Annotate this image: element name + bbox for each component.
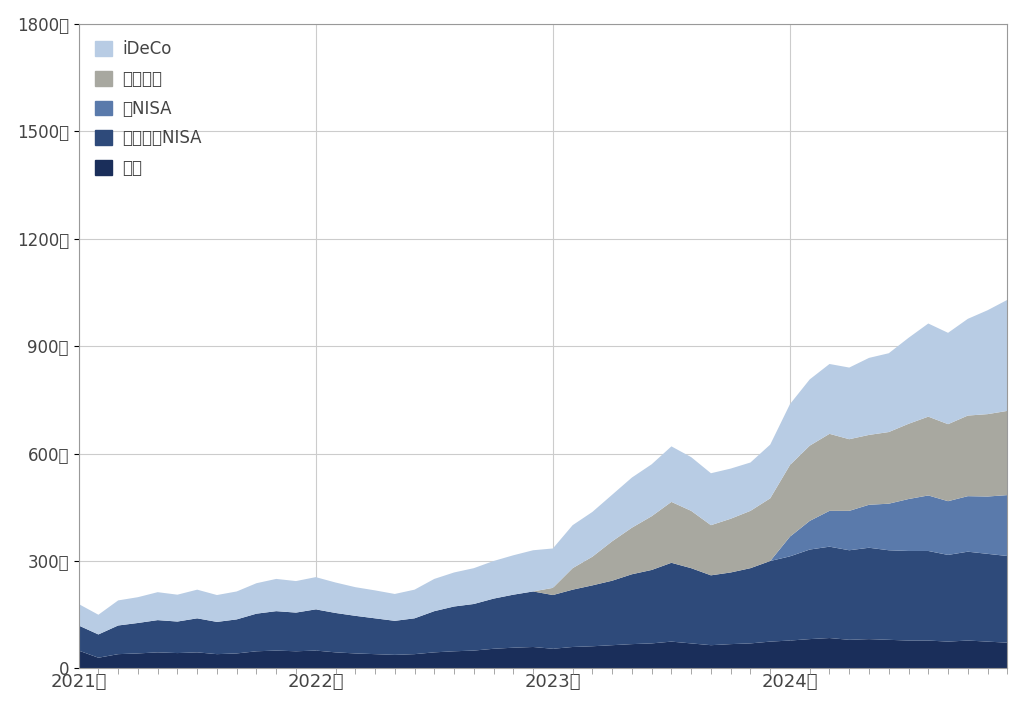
Legend: iDeCo, 特定口座, 新NISA, つみたてNISA, 預金: iDeCo, 特定口座, 新NISA, つみたてNISA, 預金 xyxy=(87,32,210,185)
